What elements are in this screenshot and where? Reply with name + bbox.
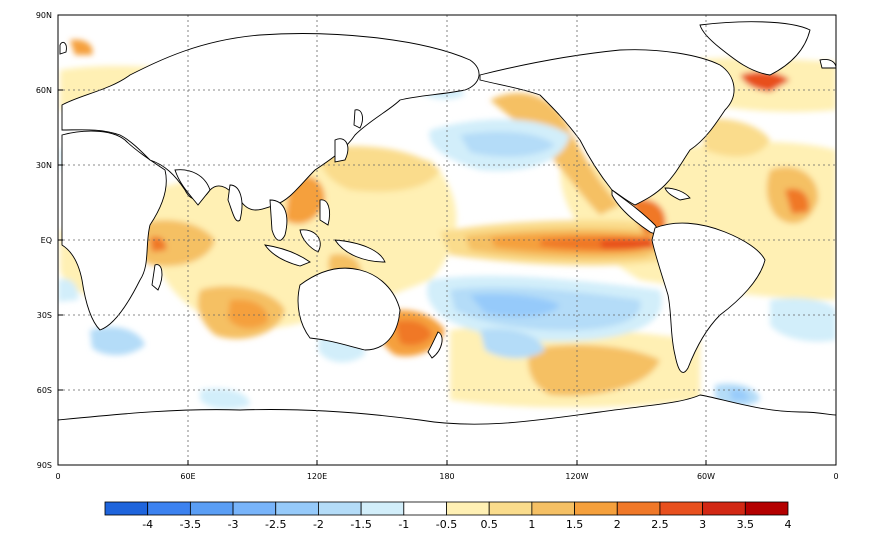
colorbar-label: 0.5 [480,518,498,531]
colorbar-swatch [403,501,447,516]
colorbar-label: -3 [228,518,239,531]
colorbar-label: 1 [528,518,535,531]
lat-label: 60N [36,86,52,95]
colorbar-label: 2 [614,518,621,531]
colorbar-label: 3 [699,518,706,531]
colorbar-label: 2.5 [651,518,669,531]
lon-label: 120W [565,472,588,481]
colorbar-swatch [104,501,149,516]
lat-label: 90S [37,461,52,470]
lat-label: EQ [41,236,52,245]
lat-label: 90N [36,11,52,20]
colorbar-label: -4 [142,518,153,531]
lon-label: 0 [55,472,60,481]
longitude-labels: 0 60E 120E 180 120W 60W 0 [55,472,838,481]
lat-label: 30S [37,311,52,320]
africa-landmass [61,130,167,331]
south-america-landmass [651,222,766,373]
colorbar-labels: -4 -3.5 -3 -2.5 -2 -1.5 -1 -0.5 0.5 1 1.5 2 2.5 3 3.5 4 [142,518,791,531]
colorbar-label: -0.5 [436,518,457,531]
lon-label: 0 [833,472,838,481]
colorbar-swatch [702,501,746,516]
colorbar-swatch [446,501,490,516]
colorbar-label: -2.5 [265,518,286,531]
colorbar-swatch [488,501,533,516]
colorbar-swatch [531,501,575,516]
lat-label: 30N [36,161,52,170]
continents [58,21,836,465]
colorbar-label: 1.5 [566,518,584,531]
colorbar-swatch [275,501,319,516]
grid-lines [58,15,836,465]
australia-landmass [297,267,401,351]
colorbar-swatch [147,501,191,516]
colorbar-swatch [574,501,618,516]
colorbar-swatch [189,501,234,516]
colorbar-swatch [744,501,789,516]
lat-label: 60S [37,386,52,395]
colorbar-label: -1 [398,518,409,531]
colorbar-label: 4 [785,518,792,531]
colorbar [104,501,789,516]
colorbar-label: -1.5 [350,518,371,531]
colorbar-swatch [659,501,704,516]
north-america-landmass [479,49,735,206]
colorbar-swatch [616,501,661,516]
lon-label: 180 [439,472,454,481]
latitude-labels: 90N 60N 30N EQ 30S 60S 90S [36,11,52,470]
colorbar-swatch [360,501,405,516]
colorbar-swatch [232,501,277,516]
lon-label: 60W [697,472,715,481]
lon-label: 60E [180,472,195,481]
colorbar-label: -2 [313,518,324,531]
colorbar-swatch [318,501,362,516]
colorbar-label: 3.5 [737,518,755,531]
colorbar-label: -3.5 [180,518,201,531]
lon-label: 120E [307,472,327,481]
